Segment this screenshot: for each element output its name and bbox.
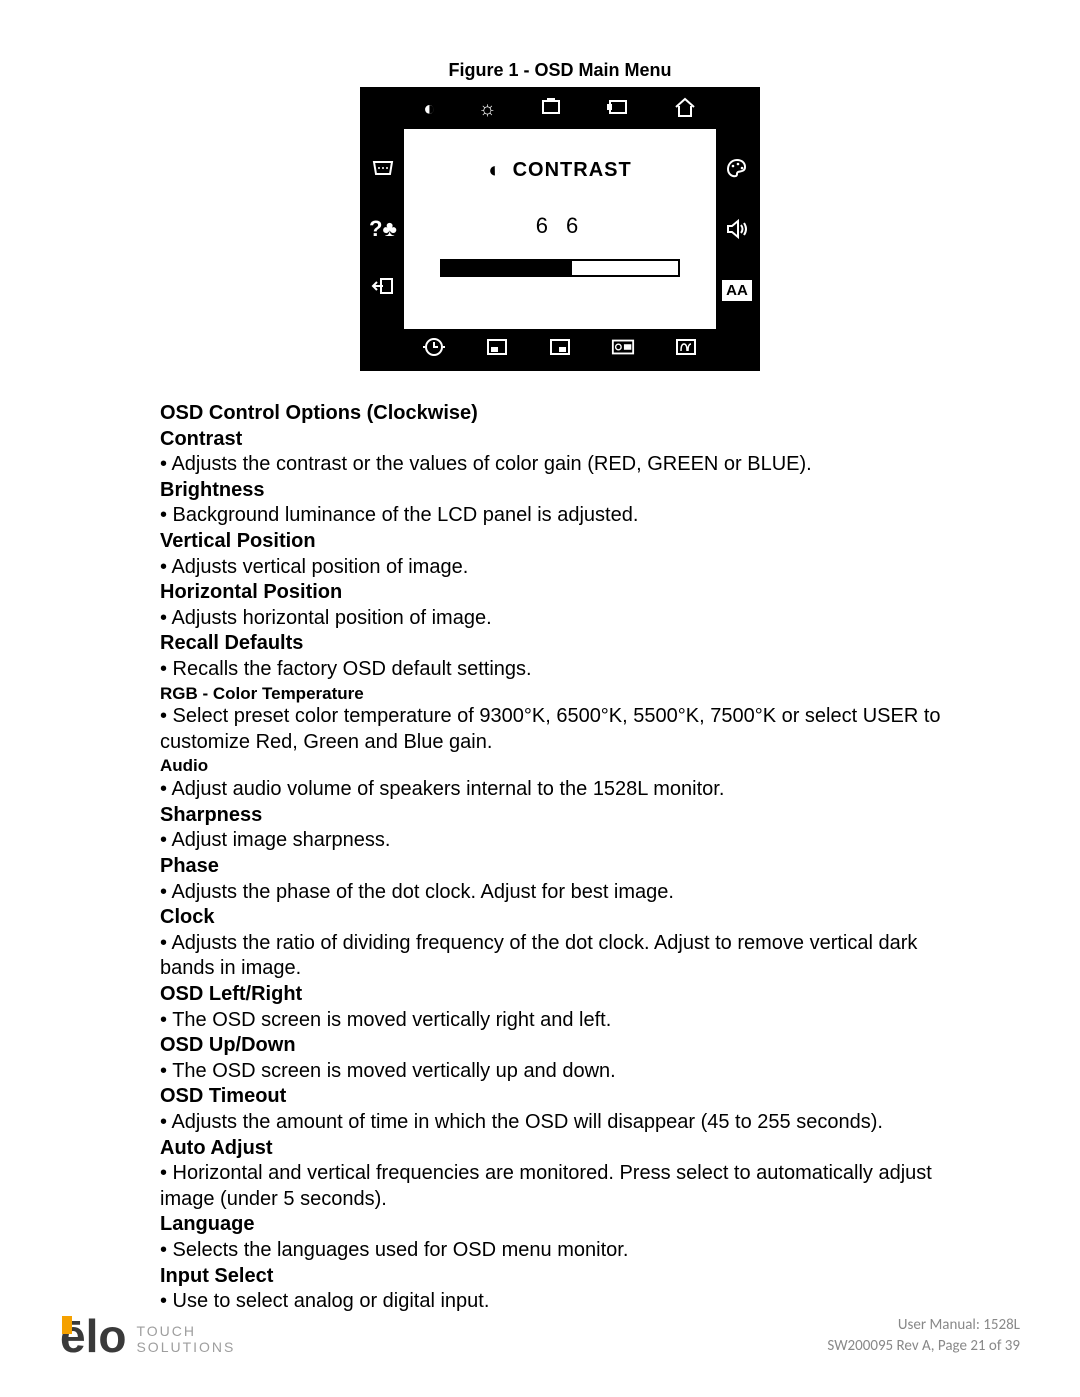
osd-figure: ◐ ☼ ?♣ ◐ CONTRAST 6 6 — [360, 87, 760, 371]
logo-accent-bar — [62, 1316, 72, 1334]
logo-tag-2: SOLUTIONS — [136, 1340, 235, 1355]
vpos-icon — [539, 96, 563, 122]
option-title: OSD Timeout — [160, 1084, 960, 1110]
option-title: Horizontal Position — [160, 580, 960, 606]
osd-ud-icon — [548, 336, 572, 362]
speaker-icon — [725, 218, 749, 244]
option-desc: • Horizontal and vertical frequencies ar… — [160, 1161, 960, 1212]
option-title: Input Select — [160, 1264, 960, 1290]
option-title: Recall Defaults — [160, 631, 960, 657]
question-icon: ?♣ — [369, 218, 397, 240]
option-title: Phase — [160, 854, 960, 880]
option-desc: • Use to select analog or digital input. — [160, 1289, 960, 1315]
section-title: OSD Control Options (Clockwise) — [160, 401, 960, 427]
option-title: Vertical Position — [160, 529, 960, 555]
option-title: RGB - Color Temperature — [160, 683, 960, 705]
option-desc: • Select preset color temperature of 930… — [160, 704, 960, 755]
osd-bottom-row — [362, 329, 758, 369]
clock-icon — [422, 336, 446, 362]
option-desc: • Adjusts vertical position of image. — [160, 555, 960, 581]
option-title: Language — [160, 1212, 960, 1238]
osd-value: 6 6 — [536, 213, 585, 239]
contrast-indicator-icon: ◐ — [488, 157, 502, 183]
option-title: Clock — [160, 905, 960, 931]
option-desc: • Adjusts the contrast or the values of … — [160, 452, 960, 478]
footer-line-2: SW200095 Rev A, Page 21 of 39 — [827, 1336, 1020, 1357]
option-title: Audio — [160, 755, 960, 777]
brightness-gear-icon: ☼ — [478, 99, 496, 119]
osd-center-panel: ◐ CONTRAST 6 6 — [404, 129, 716, 329]
option-title: Brightness — [160, 478, 960, 504]
exit-arrow-icon — [371, 275, 395, 301]
option-desc: • Adjust image sharpness. — [160, 828, 960, 854]
option-title: Sharpness — [160, 803, 960, 829]
osd-progress-fill — [442, 261, 572, 275]
option-desc: • Adjusts the phase of the dot clock. Ad… — [160, 880, 960, 906]
option-desc: • Adjust audio volume of speakers intern… — [160, 777, 960, 803]
osd-progress-bar — [440, 259, 680, 277]
option-desc: • Selects the languages used for OSD men… — [160, 1238, 960, 1264]
osd-lr-icon — [485, 336, 509, 362]
option-desc: • Adjusts horizontal position of image. — [160, 606, 960, 632]
osd-left-col: ?♣ — [362, 129, 404, 329]
option-title: OSD Left/Right — [160, 982, 960, 1008]
palette-icon — [725, 157, 749, 183]
hpos-icon — [606, 96, 630, 122]
option-desc: • Adjusts the ratio of dividing frequenc… — [160, 931, 960, 982]
option-title: Contrast — [160, 427, 960, 453]
footer-line-1: User Manual: 1528L — [827, 1315, 1020, 1336]
elo-logo: ēloTOUCHSOLUTIONS — [60, 1318, 235, 1357]
page-footer: ēloTOUCHSOLUTIONS User Manual: 1528L SW2… — [60, 1315, 1020, 1357]
auto-adjust-icon — [674, 336, 698, 362]
osd-center-label: CONTRAST — [513, 159, 632, 182]
vga-port-icon — [371, 157, 395, 183]
osd-top-row: ◐ ☼ — [362, 89, 758, 129]
option-desc: • The OSD screen is moved vertically up … — [160, 1059, 960, 1085]
option-desc: • Background luminance of the LCD panel … — [160, 503, 960, 529]
option-desc: • The OSD screen is moved vertically rig… — [160, 1008, 960, 1034]
content-body: OSD Control Options (Clockwise) Contrast… — [160, 401, 960, 1315]
option-desc: • Recalls the factory OSD default settin… — [160, 657, 960, 683]
timeout-icon — [611, 336, 635, 362]
recall-home-icon — [673, 96, 697, 122]
figure-caption: Figure 1 - OSD Main Menu — [160, 60, 960, 81]
logo-tag-1: TOUCH — [136, 1324, 235, 1339]
option-desc: • Adjusts the amount of time in which th… — [160, 1110, 960, 1136]
option-title: OSD Up/Down — [160, 1033, 960, 1059]
osd-right-col: AA — [716, 129, 758, 329]
option-title: Auto Adjust — [160, 1136, 960, 1162]
contrast-circle-icon: ◐ — [423, 99, 435, 119]
aa-sharpness-icon: AA — [722, 280, 752, 301]
